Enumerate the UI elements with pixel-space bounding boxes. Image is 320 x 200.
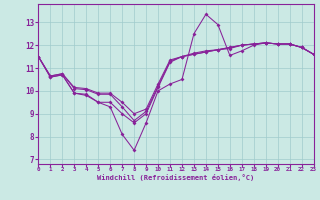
X-axis label: Windchill (Refroidissement éolien,°C): Windchill (Refroidissement éolien,°C)	[97, 174, 255, 181]
